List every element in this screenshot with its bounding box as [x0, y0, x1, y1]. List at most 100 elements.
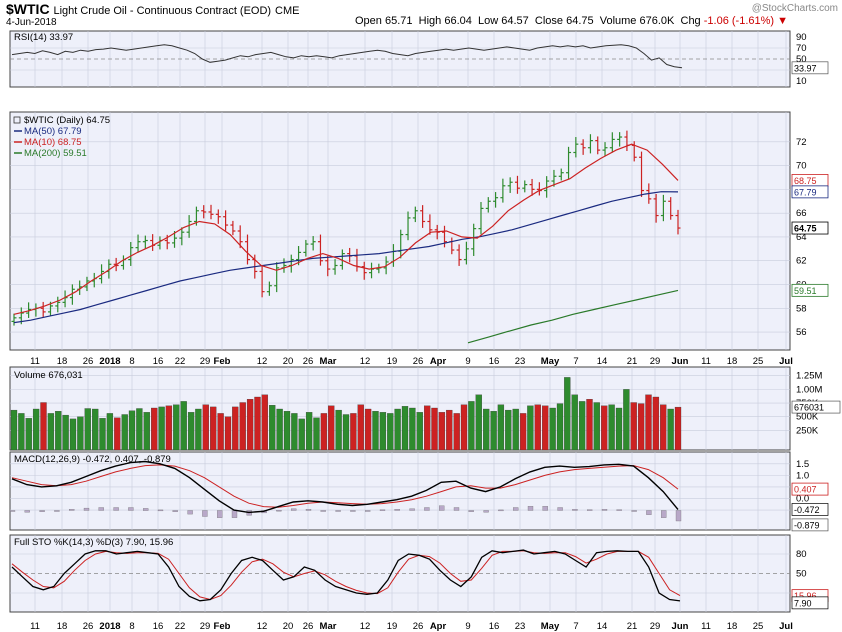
sto-x-tick-label: 16: [153, 621, 164, 632]
volume-bar: [394, 408, 401, 451]
sto-x-tick-label: 21: [627, 621, 638, 632]
volume-bar: [305, 412, 313, 451]
volume-bar: [217, 413, 224, 451]
price-x-tick-label: Mar: [320, 356, 337, 367]
price-x-tick-label: Jul: [779, 356, 793, 367]
volume-bar: [55, 411, 62, 451]
volume-bar: [424, 405, 431, 451]
price-tick-label: 72: [796, 137, 807, 148]
volume-bar: [387, 413, 394, 451]
volume-bar: [519, 413, 527, 451]
sto-x-tick-label: 11: [701, 621, 711, 632]
volume-bar: [10, 409, 18, 451]
sto-k-value-box: [791, 596, 829, 610]
volume-bar: [313, 417, 320, 451]
macd-histogram-bar: [498, 509, 504, 512]
volume-bar: [136, 408, 143, 451]
macd-histogram-bar: [631, 510, 637, 512]
volume-bar: [18, 413, 25, 451]
price-x-tick-label: 11: [30, 356, 40, 367]
macd-histogram-bar: [483, 510, 489, 513]
price-tick-label: 70: [796, 161, 807, 172]
sto-x-tick-label: 11: [30, 621, 40, 632]
close-label: Close: [534, 15, 564, 27]
volume-bar: [180, 401, 187, 451]
volume-bar: [379, 412, 387, 451]
macd-histogram-bar: [453, 507, 460, 511]
volume-bar: [453, 413, 460, 451]
ma50-value-label-box: [791, 185, 829, 199]
volume-bar: [674, 406, 682, 451]
volume-bar: [578, 401, 586, 451]
volume-bar: [490, 411, 497, 451]
volume-bar: [623, 389, 630, 451]
volume-bar: [92, 408, 99, 451]
sto-x-tick-label: May: [541, 621, 560, 632]
macd-histogram-bar: [365, 510, 371, 512]
volume-bar: [143, 412, 150, 451]
volume-label: Volume 676,031: [14, 370, 83, 381]
volume-bar: [165, 405, 173, 451]
macd-histogram-bar: [527, 506, 534, 511]
volume-bar: [246, 399, 254, 451]
volume-bar: [608, 404, 615, 451]
macd-histogram-bar: [276, 510, 282, 512]
chg-label: Chg: [680, 15, 701, 27]
volume-bar: [497, 404, 505, 451]
macd-histogram-bar: [305, 509, 312, 511]
macd-hist-value-box: [791, 518, 829, 532]
volume-bar: [645, 394, 652, 451]
sto-x-tick-label: 29: [650, 621, 661, 632]
price-x-tick-label: 18: [727, 356, 738, 367]
volume-bar: [239, 402, 246, 451]
volume-bar: [542, 405, 549, 451]
ma10-value-label: 68.75: [794, 176, 817, 186]
price-x-tick-label: 2018: [99, 356, 120, 367]
volume-bar: [475, 394, 482, 451]
macd-histogram-bar: [320, 510, 326, 512]
price-x-tick-label: 8: [129, 356, 134, 367]
volume-bar: [534, 404, 541, 451]
macd-histogram-bar: [468, 510, 474, 512]
low-label: Low: [477, 15, 499, 27]
sto-label: Full STO %K(14,3) %D(3) 7.90, 15.96: [14, 537, 173, 548]
ma200-line: [467, 289, 679, 344]
quote-bar: Open 65.71 High 66.04 Low 64.57 Close 64…: [355, 15, 788, 27]
volume-bar: [77, 416, 84, 451]
volume-bar: [69, 418, 77, 451]
sto-x-tick-label: Feb: [214, 621, 231, 632]
volume-bar: [586, 399, 593, 451]
macd-histogram-bar: [439, 505, 445, 511]
sto-k-line: [11, 549, 681, 602]
rsi-label: RSI(14) 33.97: [14, 32, 73, 43]
volume-bar: [269, 405, 276, 451]
price-x-tick-label: 26: [83, 356, 94, 367]
volume-bar: [335, 409, 342, 451]
rsi-tick-label: 90: [796, 32, 807, 43]
sto-x-tick-label: 26: [413, 621, 424, 632]
volume-value: 676.0K: [639, 15, 675, 27]
volume-bar: [652, 396, 660, 451]
volume-tick-label: 250K: [796, 425, 819, 436]
price-x-tick-label: 23: [515, 356, 526, 367]
macd-histogram-bar: [350, 510, 356, 512]
volume-bar: [210, 406, 217, 451]
price-x-tick-label: 29: [650, 356, 661, 367]
exchange: CME: [275, 5, 300, 17]
macd-histogram-bar: [157, 509, 164, 512]
volume-bar: [114, 417, 121, 451]
close-value-label: 64.75: [794, 224, 817, 234]
volume-bar: [660, 404, 667, 451]
volume-bar: [151, 407, 158, 451]
macd-histogram-bar: [202, 510, 208, 517]
volume-bar: [254, 396, 261, 451]
volume-bar: [128, 410, 136, 451]
sto-x-tick-label: 22: [175, 621, 186, 632]
macd-histogram-bar: [217, 510, 223, 518]
macd-histogram-bar: [587, 509, 593, 511]
chg-value: -1.06 (-1.61%): [703, 15, 775, 27]
volume-bar: [32, 408, 40, 451]
sto-x-tick-label: 14: [597, 621, 608, 632]
volume-bar: [556, 403, 564, 451]
